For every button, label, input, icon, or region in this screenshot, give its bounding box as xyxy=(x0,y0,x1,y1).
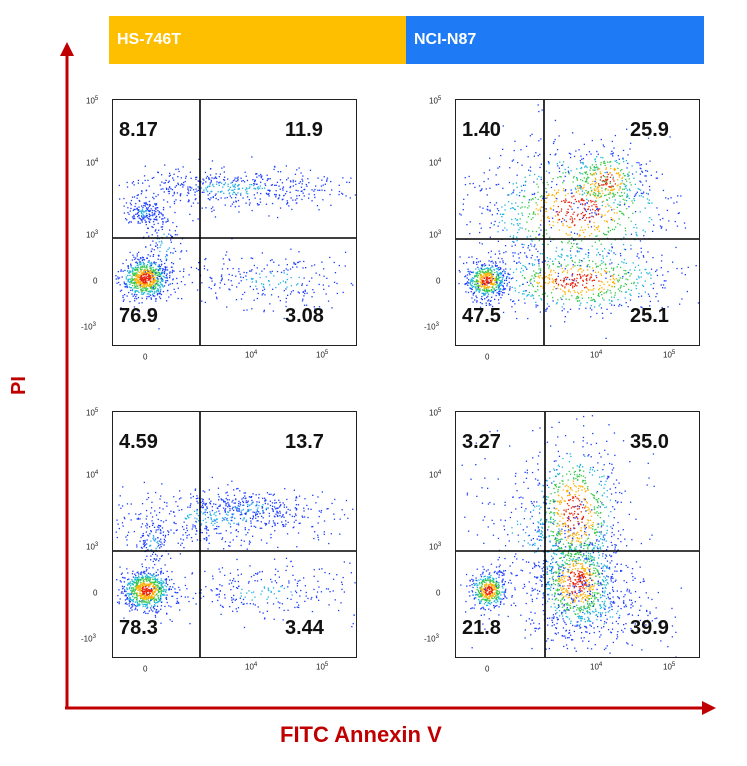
event-dots xyxy=(115,476,356,629)
y-tick-label-1e4: 104 xyxy=(86,158,99,168)
y-tick-label-1e3: 103 xyxy=(86,230,99,240)
y-tick-label-neg1e3: -103 xyxy=(81,322,96,332)
header-hs746t: HS-746T xyxy=(109,16,406,64)
y-axis-arrowhead xyxy=(60,42,74,56)
y-tick-label-0: 0 xyxy=(436,588,441,598)
y-tick-label-1e5: 105 xyxy=(86,96,99,106)
x-tick-label-1e5: 105 xyxy=(316,350,329,360)
quadrant-lower-left-value: 76.9 xyxy=(119,305,158,327)
quadrant-lower-right-value: 3.44 xyxy=(285,617,324,639)
event-dots xyxy=(115,156,356,330)
y-tick-label-1e3: 103 xyxy=(86,542,99,552)
x-axis-arrowhead xyxy=(702,701,716,715)
y-tick-label-1e4: 104 xyxy=(429,470,442,480)
y-tick-label-1e3: 103 xyxy=(429,542,442,552)
quadrant-lower-left-value: 47.5 xyxy=(462,305,501,327)
flow-plot-canvas xyxy=(456,100,699,345)
y-tick-label-1e5: 105 xyxy=(429,408,442,418)
x-tick-label-1e5: 105 xyxy=(316,662,329,672)
quadrant-lower-right-value: 25.1 xyxy=(630,305,669,327)
x-tick-label-1e5: 105 xyxy=(663,662,676,672)
quadrant-upper-right-value: 13.7 xyxy=(285,431,324,453)
y-tick-label-neg1e3: -103 xyxy=(424,634,439,644)
quadrant-upper-left-value: 1.40 xyxy=(462,119,501,141)
y-tick-label-1e4: 104 xyxy=(86,470,99,480)
flow-plot-ncin87-2: 3.27 35.0 21.8 39.9 xyxy=(455,411,700,658)
flow-plot-canvas xyxy=(113,100,356,345)
x-tick-label-1e4: 104 xyxy=(590,662,603,672)
flow-plot-canvas xyxy=(113,412,356,657)
quadrant-upper-right-value: 35.0 xyxy=(630,431,669,453)
x-tick-label-0: 0 xyxy=(143,664,148,674)
quadrant-lower-left-value: 21.8 xyxy=(462,617,501,639)
event-dots xyxy=(458,104,699,339)
y-tick-label-1e5: 105 xyxy=(429,96,442,106)
quadrant-upper-left-value: 3.27 xyxy=(462,431,501,453)
quadrant-upper-right-value: 25.9 xyxy=(630,119,669,141)
y-tick-label-1e4: 104 xyxy=(429,158,442,168)
quadrant-upper-right-value: 11.9 xyxy=(285,119,323,141)
y-tick-label-1e5: 105 xyxy=(86,408,99,418)
flow-plot-hs746t-2: 4.59 13.7 78.3 3.44 xyxy=(112,411,357,658)
flow-plot-ncin87-1: 1.40 25.9 47.5 25.1 xyxy=(455,99,700,346)
x-axis-title: FITC Annexin V xyxy=(280,722,442,747)
quadrant-upper-left-value: 8.17 xyxy=(119,119,158,141)
flow-plot-canvas xyxy=(456,412,699,657)
x-tick-label-0: 0 xyxy=(143,352,148,362)
y-axis-title: PI xyxy=(8,376,30,395)
x-tick-label-0: 0 xyxy=(485,664,490,674)
quadrant-lower-right-value: 3.08 xyxy=(285,305,324,327)
header-ncin87: NCI-N87 xyxy=(406,16,704,64)
quadrant-lower-right-value: 39.9 xyxy=(630,617,669,639)
x-tick-label-1e4: 104 xyxy=(245,350,258,360)
x-tick-label-0: 0 xyxy=(485,352,490,362)
x-tick-label-1e4: 104 xyxy=(245,662,258,672)
y-tick-label-0: 0 xyxy=(93,276,98,286)
y-tick-label-1e3: 103 xyxy=(429,230,442,240)
quadrant-lower-left-value: 78.3 xyxy=(119,617,158,639)
event-dots xyxy=(460,415,682,657)
y-tick-label-0: 0 xyxy=(436,276,441,286)
y-tick-label-neg1e3: -103 xyxy=(81,634,96,644)
flow-plot-hs746t-1: 8.17 11.9 76.9 3.08 xyxy=(112,99,357,346)
y-tick-label-neg1e3: -103 xyxy=(424,322,439,332)
y-tick-label-0: 0 xyxy=(93,588,98,598)
x-tick-label-1e5: 105 xyxy=(663,350,676,360)
quadrant-upper-left-value: 4.59 xyxy=(119,431,158,453)
x-tick-label-1e4: 104 xyxy=(590,350,603,360)
